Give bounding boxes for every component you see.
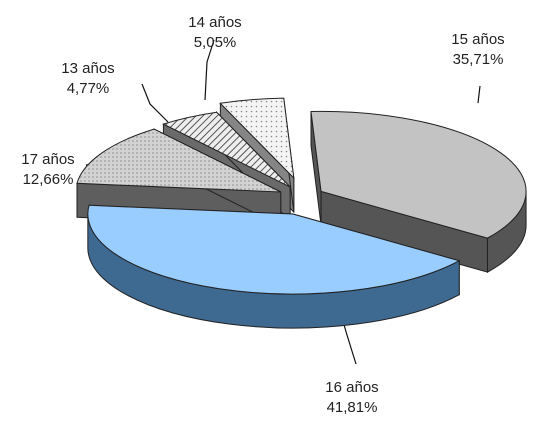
slice-label-category: 13 años — [61, 60, 114, 77]
slice-top-face — [219, 97, 295, 180]
slice-label-category: 17 años — [21, 151, 74, 168]
slice-label-category: 16 años — [325, 379, 378, 396]
leader-line-14-años — [204, 39, 215, 101]
slice-labels: 14 años 5,05% 15 años 35,71% 16 años 41,81% 17… — [21, 14, 504, 416]
slice-label-percent: 35,71% — [453, 51, 504, 68]
pie-slice-15-años — [310, 110, 527, 273]
slice-label-percent: 4,77% — [67, 80, 110, 97]
leader-line-13-años — [141, 83, 169, 123]
slice-top-face — [162, 111, 291, 188]
slice-label-percent: 41,81% — [327, 399, 378, 416]
slice-label-percent: 12,66% — [23, 171, 74, 188]
pie-slices — [76, 97, 527, 329]
leader-line-15-años — [477, 85, 481, 104]
slice-top-face — [310, 110, 527, 239]
slice-top-face — [76, 128, 281, 193]
slice-label-percent: 5,05% — [194, 34, 237, 51]
pie-slice-16-años — [87, 204, 461, 329]
slice-label-category: 15 años — [451, 31, 504, 48]
slice-top-face — [87, 204, 461, 295]
slice-label-category: 14 años — [188, 14, 241, 31]
